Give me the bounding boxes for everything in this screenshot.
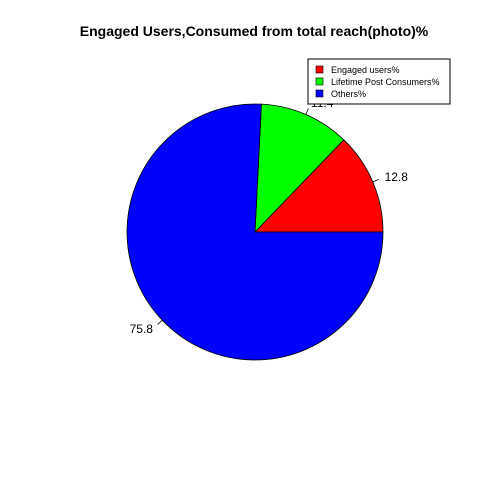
- pie-slice-label-others: 75.8: [130, 322, 154, 336]
- legend-label-others: Others%: [331, 89, 366, 99]
- pie-slice-tick-others: [157, 319, 163, 325]
- legend-swatch-others: [315, 89, 324, 98]
- pie-slice-tick-lifetime-post-consumers: [305, 108, 309, 115]
- legend-label-lifetime-post-consumers: Lifetime Post Consumers%: [331, 77, 440, 87]
- legend-swatch-engaged-users: [315, 65, 324, 74]
- legend-label-engaged-users: Engaged users%: [331, 65, 400, 75]
- pie-slice-tick-engaged-users: [372, 179, 379, 183]
- legend: Engaged users% Lifetime Post Consumers% …: [307, 58, 451, 105]
- chart-title: Engaged Users,Consumed from total reach(…: [80, 23, 429, 39]
- pie-slice-engaged-users: [254, 139, 384, 233]
- pie-slice-label-engaged-users: 12.8: [385, 170, 409, 184]
- pie-slices: [126, 103, 384, 361]
- pie-slice-others: [126, 103, 384, 361]
- legend-box: [307, 58, 451, 105]
- legend-swatch-lifetime-post-consumers: [315, 77, 324, 86]
